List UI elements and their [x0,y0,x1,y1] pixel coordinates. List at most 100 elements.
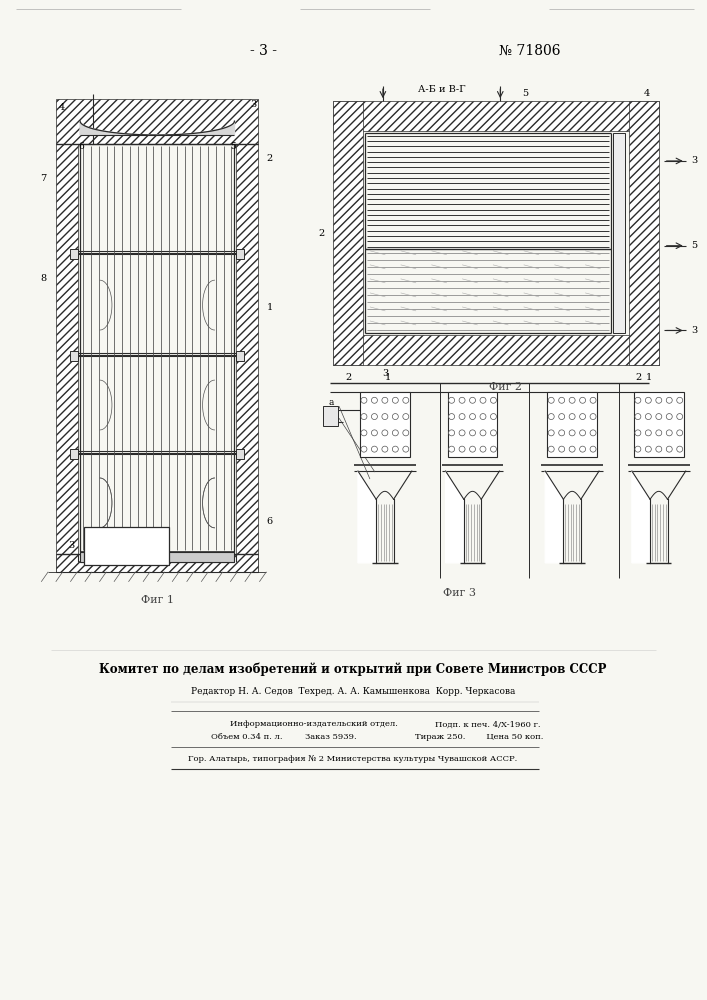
Bar [236,449,245,459]
Text: 1: 1 [123,541,130,551]
Text: 6: 6 [267,517,272,526]
Bar [360,392,410,457]
Circle shape [569,430,575,436]
Circle shape [392,446,398,452]
Text: - 3 -: - 3 - [250,44,277,58]
Circle shape [677,414,683,420]
Text: 6: 6 [78,142,84,151]
Text: Редактор Н. А. Седов  Техред. А. А. Камышенкова  Корр. Черкасова: Редактор Н. А. Седов Техред. А. А. Камыш… [191,687,515,696]
Text: Гор. Алатырь, типография № 2 Министерства культуры Чувашской АССР.: Гор. Алатырь, типография № 2 Министерств… [188,755,518,763]
Circle shape [635,397,641,403]
Text: Комитет по делам изобретений и открытий при Совете Министров СССР: Комитет по делам изобретений и открытий … [99,663,607,676]
Circle shape [677,397,683,403]
Circle shape [645,430,651,436]
Circle shape [580,414,585,420]
Circle shape [459,414,465,420]
Circle shape [480,430,486,436]
Bar [236,144,258,572]
Text: 3: 3 [691,156,698,165]
Bar [613,133,625,333]
Circle shape [382,446,388,452]
Circle shape [548,414,554,420]
Circle shape [403,414,409,420]
Circle shape [469,414,476,420]
Bar [333,101,363,365]
Circle shape [635,430,641,436]
Polygon shape [358,471,376,563]
Circle shape [449,414,455,420]
Text: 4: 4 [643,89,650,98]
Text: 8: 8 [40,274,46,283]
Text: 2: 2 [267,154,273,163]
Circle shape [656,430,662,436]
Text: 4: 4 [59,103,65,112]
Circle shape [580,397,585,403]
Circle shape [361,446,367,452]
Bar [448,392,498,457]
Text: № 71806: № 71806 [498,44,560,58]
Circle shape [677,446,683,452]
Circle shape [635,446,641,452]
Text: 3: 3 [691,326,698,335]
Circle shape [403,397,409,403]
Circle shape [548,446,554,452]
Bar [70,449,78,459]
Text: Тираж 250.        Цена 50 коп.: Тираж 250. Цена 50 коп. [415,733,543,741]
Circle shape [590,414,596,420]
Circle shape [392,414,398,420]
Bar [70,351,78,361]
Polygon shape [545,471,563,563]
Circle shape [382,430,388,436]
Text: 2: 2 [345,373,351,382]
Circle shape [392,430,398,436]
Circle shape [559,397,565,403]
Text: b: b [328,410,334,419]
Circle shape [361,430,367,436]
Text: 5: 5 [230,142,236,151]
Circle shape [666,397,672,403]
Text: Заказ 5939.: Заказ 5939. [305,733,357,741]
Circle shape [382,414,388,420]
Circle shape [480,397,486,403]
Text: 3: 3 [68,541,74,550]
Circle shape [559,430,565,436]
Text: Фиг 3: Фиг 3 [443,588,476,598]
Circle shape [371,430,378,436]
Circle shape [590,397,596,403]
Bar [56,144,78,572]
Polygon shape [445,471,464,563]
Circle shape [491,446,496,452]
Circle shape [580,446,585,452]
Circle shape [459,397,465,403]
Circle shape [645,397,651,403]
Circle shape [480,414,486,420]
Circle shape [590,446,596,452]
Text: 5: 5 [522,89,528,98]
Text: Фиг 1: Фиг 1 [141,595,174,605]
Circle shape [666,414,672,420]
Bar [70,249,78,259]
Circle shape [645,414,651,420]
Circle shape [645,446,651,452]
Circle shape [371,397,378,403]
Text: 7: 7 [40,174,46,183]
Circle shape [459,430,465,436]
Circle shape [449,397,455,403]
Circle shape [361,414,367,420]
Circle shape [480,446,486,452]
Bar [236,351,245,361]
Polygon shape [632,471,650,563]
Text: 3: 3 [250,100,257,109]
Circle shape [459,446,465,452]
Bar [84,527,169,565]
Circle shape [590,430,596,436]
Circle shape [569,397,575,403]
Text: 2: 2 [636,373,642,382]
Circle shape [635,414,641,420]
Bar [629,101,659,365]
Circle shape [449,446,455,452]
Text: 5: 5 [691,241,698,250]
Circle shape [656,446,662,452]
Bar [236,249,245,259]
Text: a: a [328,398,334,407]
